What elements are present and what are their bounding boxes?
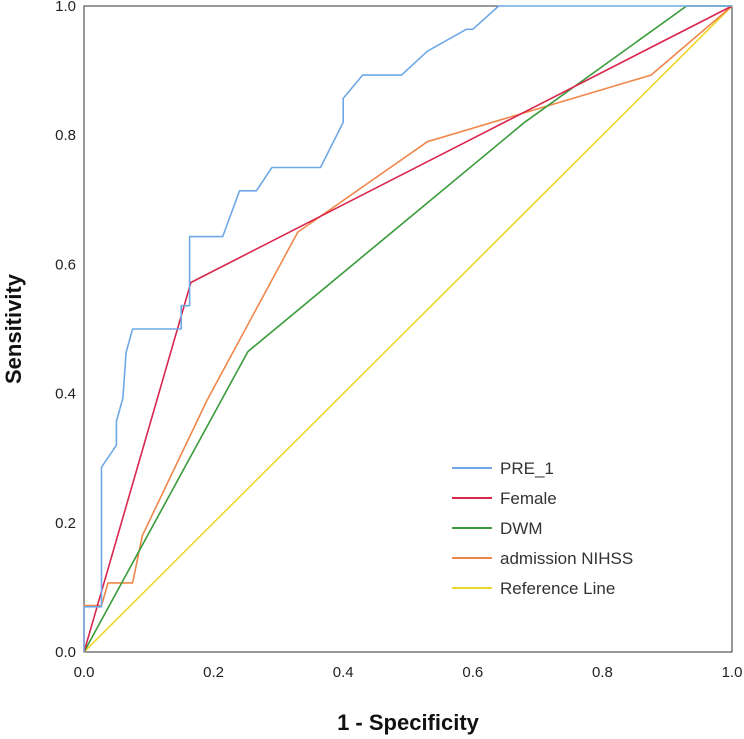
y-axis-title: Sensitivity: [1, 273, 26, 384]
y-tick-label: 0.4: [55, 386, 76, 403]
x-tick-label: 0.6: [462, 664, 483, 681]
y-tick-label: 0.8: [55, 127, 76, 144]
series-layer: [83, 5, 733, 653]
legend: PRE_1 Female DWM admission NIHSS Reference L…: [452, 459, 633, 598]
y-tick-label: 0.6: [55, 256, 76, 273]
x-tick-label: 0.2: [203, 664, 224, 681]
series-line-reference-line: [83, 5, 733, 653]
legend-label: admission NIHSS: [500, 549, 633, 568]
y-tick-label: 1.0: [55, 0, 76, 15]
series-line-pre-1: [83, 5, 732, 652]
x-tick-label: 0.0: [74, 664, 95, 681]
y-tick-labels: 0.0 0.2 0.4 0.6 0.8 1.0: [55, 0, 76, 661]
x-tick-label: 1.0: [722, 664, 743, 681]
legend-label: PRE_1: [500, 459, 554, 478]
series-line-female: [83, 5, 733, 653]
x-tick-labels: 0.0 0.2 0.4 0.6 0.8 1.0: [74, 664, 743, 681]
plot-area-frame: [83, 5, 733, 653]
x-tick-label: 0.4: [333, 664, 354, 681]
legend-label: DWM: [500, 519, 542, 538]
x-tick-label: 0.8: [592, 664, 613, 681]
y-tick-label: 0.2: [55, 515, 76, 532]
legend-label: Female: [500, 489, 557, 508]
y-tick-label: 0.0: [55, 644, 76, 661]
series-line-admission-nihss: [83, 5, 733, 652]
legend-label: Reference Line: [500, 579, 615, 598]
x-axis-title: 1 - Specificity: [337, 710, 480, 735]
